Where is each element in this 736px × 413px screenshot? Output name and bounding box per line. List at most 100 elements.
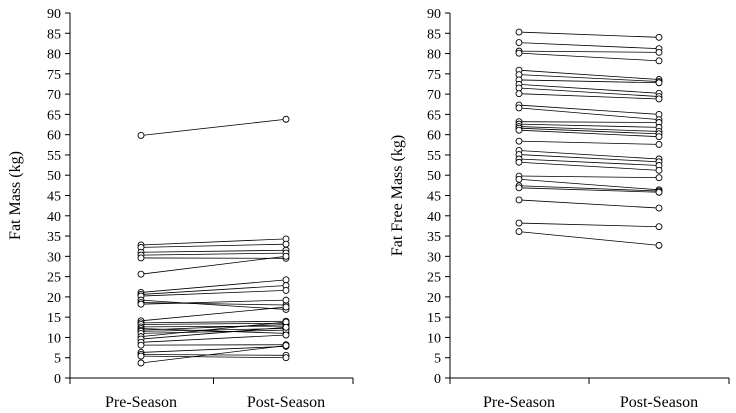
fat-free-mass-category-label: Pre-Season xyxy=(483,394,555,411)
fat-free-mass-series-line xyxy=(518,107,660,121)
fat-free-mass-y-tick-label: 15 xyxy=(427,311,441,326)
fat-free-mass-data-point xyxy=(515,158,523,166)
fat-mass-series-line xyxy=(140,345,287,353)
fat-free-mass-data-point xyxy=(655,48,663,56)
fat-free-mass-data-point xyxy=(655,204,663,212)
fat-free-mass-series-line xyxy=(518,185,660,192)
fat-mass-data-point xyxy=(137,132,145,139)
fat-free-mass-data-point xyxy=(515,137,523,145)
fat-mass-series-line xyxy=(140,118,287,136)
fat-free-mass-data-point xyxy=(655,174,663,182)
fat-mass-data-point xyxy=(137,341,145,349)
fat-free-mass-data-point xyxy=(515,175,523,183)
fat-free-mass-series-line xyxy=(518,79,660,84)
fat-free-mass-series-line xyxy=(518,158,660,166)
fat-free-mass-y-tick-label: 75 xyxy=(427,68,441,83)
fat-free-mass-series-line xyxy=(518,199,660,209)
fat-mass-data-point xyxy=(137,300,145,308)
fat-mass-data-point xyxy=(282,303,290,311)
fat-free-mass-series-line xyxy=(518,104,660,115)
fat-mass-series-line xyxy=(140,252,287,256)
fat-mass-data-point xyxy=(282,252,290,260)
fat-mass-y-tick-label: 70 xyxy=(47,88,61,103)
fat-free-mass-data-point xyxy=(515,104,523,112)
fat-mass-category-label: Post-Season xyxy=(247,394,325,411)
fat-mass-series-line xyxy=(140,324,287,331)
fat-mass-series-line xyxy=(140,321,287,338)
fat-free-mass-data-point xyxy=(655,33,663,41)
fat-mass-y-tick-label: 55 xyxy=(47,149,61,164)
fat-mass-series-line xyxy=(140,322,287,325)
fat-mass-y-axis-title: Fat Mass (kg) xyxy=(7,151,24,240)
fat-mass-data-point xyxy=(137,359,145,367)
fat-mass-y-tick-label: 65 xyxy=(47,108,61,123)
fat-mass-y-tick-label: 90 xyxy=(47,7,61,22)
fat-free-mass-y-tick-label: 5 xyxy=(434,352,441,367)
fat-free-mass-y-tick-label: 10 xyxy=(427,331,441,346)
fat-free-mass-y-tick-label: 85 xyxy=(427,27,441,42)
fat-free-mass-series-line xyxy=(518,42,660,50)
fat-free-mass-data-point xyxy=(655,188,663,196)
fat-mass-series-line xyxy=(140,326,287,340)
fat-free-mass-y-tick-label: 40 xyxy=(427,210,441,225)
fat-free-mass-series-line xyxy=(518,123,660,128)
fat-mass-y-tick-label: 50 xyxy=(47,169,61,184)
fat-free-mass-series-line xyxy=(518,83,660,94)
fat-mass-series-line xyxy=(140,279,287,293)
fat-mass-y-tick-label: 20 xyxy=(47,291,61,306)
fat-free-mass-series-line xyxy=(518,31,660,38)
fat-mass-data-point xyxy=(282,323,290,331)
fat-mass-y-tick-label: 0 xyxy=(54,372,61,387)
fat-mass-data-point xyxy=(137,270,145,278)
fat-mass-data-point xyxy=(282,296,290,304)
fat-free-mass-y-tick-label: 90 xyxy=(427,7,441,22)
fat-free-mass-category-label: Post-Season xyxy=(620,394,698,411)
fat-mass-data-point xyxy=(282,276,290,284)
fat-mass-series-line xyxy=(140,320,287,324)
fat-free-mass-data-point xyxy=(655,57,663,65)
fat-free-mass-y-tick-label: 30 xyxy=(427,250,441,265)
fat-free-mass-data-point xyxy=(515,228,523,236)
fat-free-mass-series-line xyxy=(518,140,660,145)
fat-free-mass-data-point xyxy=(515,196,523,204)
fat-mass-series-line xyxy=(140,325,287,328)
fat-free-mass-series-line xyxy=(518,129,660,138)
fat-mass-series-line xyxy=(140,329,287,334)
fat-mass-series-line xyxy=(140,249,287,253)
fat-mass-y-tick-label: 40 xyxy=(47,210,61,225)
fat-mass-category-label: Pre-Season xyxy=(105,394,177,411)
fat-free-mass-y-tick-label: 50 xyxy=(427,169,441,184)
fat-mass-y-tick-label: 80 xyxy=(47,48,61,63)
fat-free-mass-y-tick-label: 20 xyxy=(427,291,441,306)
fat-free-mass-series-line xyxy=(518,187,660,193)
fat-free-mass-y-tick-label: 70 xyxy=(427,88,441,103)
fat-mass-series-line xyxy=(140,299,287,305)
fat-free-mass-series-line xyxy=(518,127,660,135)
fat-free-mass-series-line xyxy=(518,87,660,97)
fat-mass-y-tick-label: 85 xyxy=(47,27,61,42)
fat-mass-series-line xyxy=(140,243,287,248)
fat-mass-data-point xyxy=(137,352,145,360)
fat-mass-y-tick-label: 35 xyxy=(47,230,61,245)
fat-mass-y-tick-label: 25 xyxy=(47,271,61,286)
fat-free-mass-data-point xyxy=(655,79,663,87)
fat-mass-y-tick-label: 5 xyxy=(54,352,61,367)
fat-free-mass-data-point xyxy=(515,84,523,92)
fat-free-mass-series-line xyxy=(518,154,660,163)
fat-free-mass-y-tick-label: 80 xyxy=(427,48,441,63)
fat-free-mass-series-line xyxy=(518,121,660,123)
fat-mass-data-point xyxy=(282,354,290,362)
fat-free-mass-series-line xyxy=(518,50,660,53)
fat-free-mass-y-tick-label: 60 xyxy=(427,129,441,144)
fat-free-mass-data-point xyxy=(655,95,663,103)
fat-free-mass-series-line xyxy=(518,52,660,62)
fat-mass-y-tick-label: 75 xyxy=(47,68,61,83)
fat-free-mass-y-tick-label: 0 xyxy=(434,372,441,387)
fat-mass-data-point xyxy=(282,286,290,294)
fat-mass-series-line xyxy=(140,290,287,297)
fat-mass-y-tick-label: 45 xyxy=(47,190,61,205)
fat-mass-series-line xyxy=(140,355,287,359)
fat-mass-series-line xyxy=(140,299,287,310)
fat-free-mass-series-line xyxy=(518,126,660,132)
fat-mass-data-point xyxy=(282,342,290,350)
